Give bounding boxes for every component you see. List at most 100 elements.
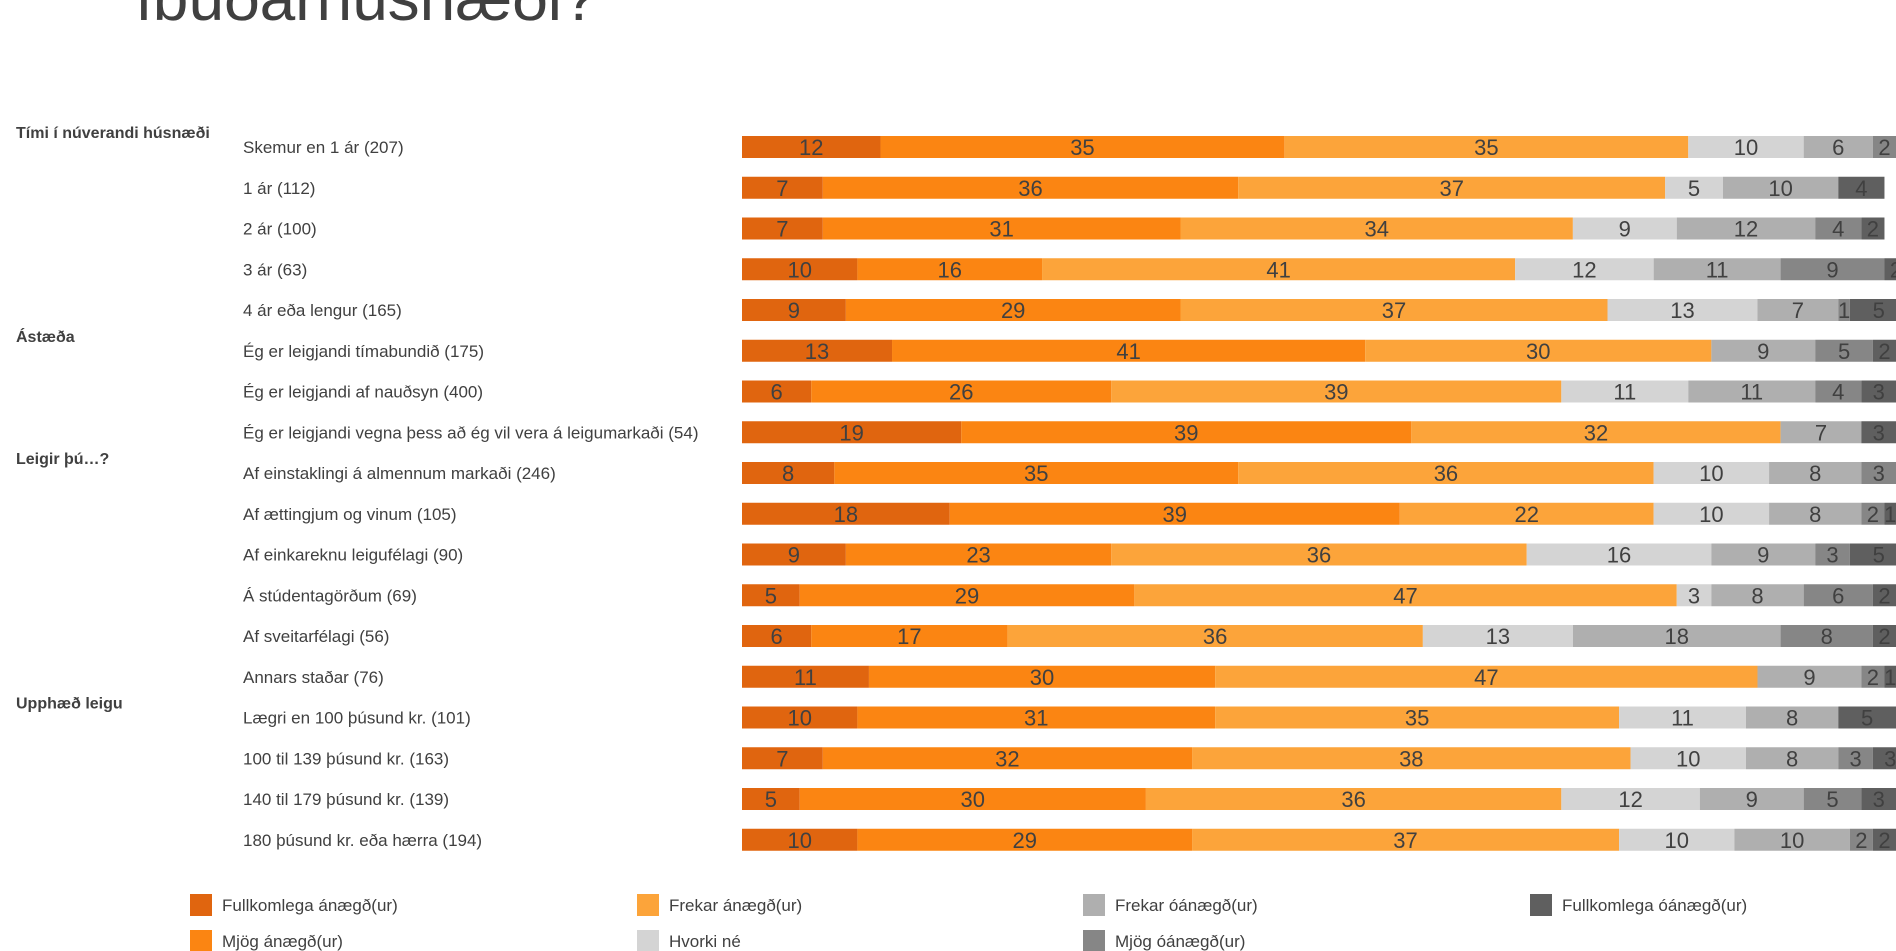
data-label: 6: [1832, 583, 1844, 608]
category-label: Af einkareknu leigufélagi (90): [243, 546, 463, 565]
data-label: 35: [1024, 461, 1048, 486]
data-label: 13: [1670, 298, 1694, 323]
bar-segment-1: [742, 828, 858, 851]
legend-swatch: [190, 894, 212, 916]
data-label: 13: [1486, 624, 1510, 649]
data-label: 5: [765, 787, 777, 812]
data-label: 11: [1671, 706, 1694, 731]
data-label: 47: [1393, 583, 1417, 608]
data-label: 1: [1838, 298, 1850, 323]
data-label: 29: [955, 583, 979, 608]
bar-segment-4: [1653, 462, 1770, 484]
bar-segment-7: [1872, 625, 1896, 647]
category-label: Annars staðar (76): [243, 668, 384, 687]
data-label: 5: [1838, 339, 1850, 364]
category-label: 4 ár eða lengur (165): [243, 301, 402, 320]
data-label: 9: [1746, 787, 1758, 812]
data-label: 2: [1867, 217, 1879, 242]
data-label: 39: [1174, 420, 1198, 445]
data-label: 6: [770, 624, 782, 649]
data-label: 39: [1324, 380, 1348, 405]
bar-segment-3: [1215, 706, 1620, 729]
category-label: Af einstaklingi á almennum markaði (246): [243, 464, 556, 483]
data-label: 41: [1116, 339, 1140, 364]
bar-segment-5: [1745, 706, 1839, 729]
bar-segment-1: [742, 543, 846, 566]
category-label: 1 ár (112): [243, 179, 315, 198]
bar-segment-7: [1872, 584, 1896, 607]
bar-segment-5: [1734, 828, 1850, 851]
bar-segment-5: [1757, 299, 1839, 321]
bar-segment-2: [868, 665, 1216, 688]
bar-segment-4: [1619, 706, 1746, 729]
bar-segment-5: [1676, 217, 1816, 240]
bar-segment-6: [1780, 258, 1885, 281]
bar-segment-5: [1769, 502, 1862, 525]
data-label: 31: [989, 217, 1013, 242]
data-label: 2: [1867, 502, 1879, 527]
data-label: 4: [1832, 217, 1844, 242]
data-label: 13: [805, 339, 829, 364]
data-label: 5: [1873, 543, 1885, 568]
data-label: 1: [1884, 502, 1896, 527]
data-label: 26: [949, 380, 973, 405]
data-label: 8: [1786, 706, 1798, 731]
bar-segment-6: [1872, 136, 1896, 158]
bar-segment-6: [1861, 502, 1885, 525]
data-label: 8: [1786, 746, 1798, 771]
data-label: 47: [1474, 665, 1498, 690]
legend-swatch: [637, 894, 659, 916]
bar-segment-3: [1192, 828, 1620, 851]
data-label: 8: [1821, 624, 1833, 649]
bar-segment-6: [1815, 217, 1862, 240]
bar-segment-1: [742, 176, 823, 199]
legend-swatch: [1530, 894, 1552, 916]
data-label: 18: [834, 502, 858, 527]
data-label: 7: [1815, 420, 1827, 445]
bar-segment-5: [1780, 421, 1862, 444]
data-label: 35: [1405, 706, 1429, 731]
bar-segment-1: [742, 380, 812, 403]
category-label: 140 til 179 þúsund kr. (139): [243, 790, 449, 809]
data-label: 12: [1572, 257, 1596, 282]
data-label: 35: [1070, 135, 1094, 160]
bar-segment-6: [1861, 665, 1885, 688]
data-label: 19: [839, 420, 863, 445]
bar-segment-5: [1711, 584, 1804, 607]
bar-segment-7: [1861, 788, 1896, 810]
bar-segment-2: [845, 543, 1112, 566]
data-label: 12: [799, 135, 823, 160]
bar-segment-2: [799, 584, 1135, 607]
data-label: 9: [1619, 217, 1631, 242]
data-label: 30: [1030, 665, 1054, 690]
bar-segment-3: [1215, 665, 1758, 688]
data-label: 5: [1826, 787, 1838, 812]
bar-segment-2: [845, 299, 1181, 321]
data-label: 29: [1001, 298, 1025, 323]
bar-segment-6: [1780, 625, 1873, 647]
bar-segment-5: [1722, 176, 1839, 199]
bar-segment-4: [1561, 380, 1689, 403]
bar-segment-3: [1145, 788, 1562, 810]
bar-segment-3: [1111, 380, 1562, 403]
bar-segment-6: [1815, 339, 1873, 362]
data-label: 2: [1855, 828, 1867, 853]
data-label: 3: [1826, 543, 1838, 568]
data-label: 5: [1873, 298, 1885, 323]
data-label: 9: [1757, 543, 1769, 568]
bar-segment-3: [1238, 176, 1666, 199]
bar-segment-5: [1745, 747, 1839, 770]
bar-segment-5: [1711, 339, 1816, 362]
bar-segment-7: [1849, 543, 1896, 566]
data-label: 36: [1307, 543, 1331, 568]
data-label: 30: [1526, 339, 1550, 364]
bar-segment-4: [1676, 584, 1712, 607]
bar-segment-5: [1769, 462, 1862, 484]
bar-segment-4: [1607, 299, 1758, 321]
bar-segment-7: [1861, 217, 1885, 240]
bar-segment-1: [742, 502, 950, 525]
bar-segment-1: [742, 665, 869, 688]
bar-segment-4: [1653, 502, 1770, 525]
category-label: Skemur en 1 ár (207): [243, 138, 404, 157]
group-label: Upphæð leigu: [16, 696, 123, 713]
